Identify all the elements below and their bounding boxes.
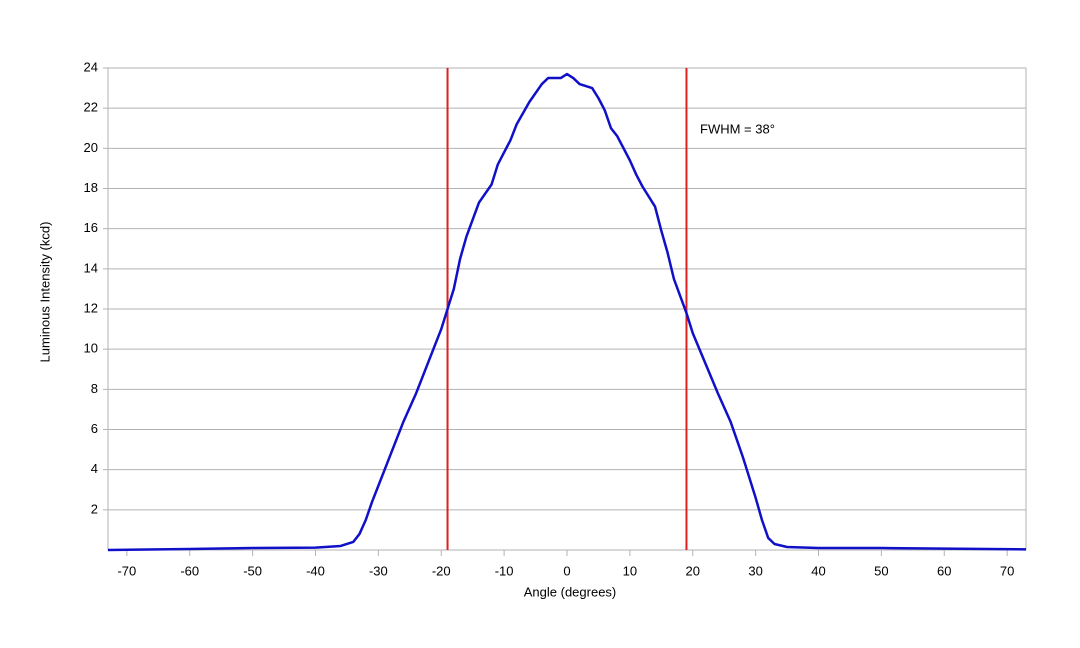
y-tick-label: 10: [84, 341, 98, 356]
x-tick-label: -50: [243, 563, 262, 578]
annotation: FWHM = 38°: [700, 121, 775, 136]
x-tick-label: 30: [748, 563, 762, 578]
y-tick-label: 4: [91, 461, 98, 476]
x-tick-label: -30: [369, 563, 388, 578]
x-tick-label: -40: [306, 563, 325, 578]
x-tick-label: 40: [811, 563, 825, 578]
x-tick-label: 50: [874, 563, 888, 578]
x-tick-label: 70: [1000, 563, 1014, 578]
data-line: [107, 72, 1027, 552]
x-tick-label: 10: [623, 563, 637, 578]
x-tick-label: -70: [117, 563, 136, 578]
x-tick-label: 60: [937, 563, 951, 578]
x-tick-label: -20: [432, 563, 451, 578]
y-tick-label: 22: [84, 100, 98, 115]
y-tick-label: 16: [84, 220, 98, 235]
y-tick-label: 2: [91, 501, 98, 516]
y-axis-label: Luminous Intensity (kcd): [37, 222, 52, 363]
x-axis-label: Angle (degrees): [524, 584, 617, 599]
x-tick-label: -60: [180, 563, 199, 578]
y-tick-label: 20: [84, 140, 98, 155]
x-tick-label: 20: [686, 563, 700, 578]
y-tick-label: 14: [84, 260, 98, 275]
x-tick-label: -10: [495, 563, 514, 578]
y-tick-label: 6: [91, 421, 98, 436]
y-tick-label: 24: [84, 59, 98, 74]
y-tick-label: 18: [84, 180, 98, 195]
x-tick-label: 0: [563, 563, 570, 578]
y-tick-label: 12: [84, 300, 98, 315]
y-tick-label: 8: [91, 381, 98, 396]
